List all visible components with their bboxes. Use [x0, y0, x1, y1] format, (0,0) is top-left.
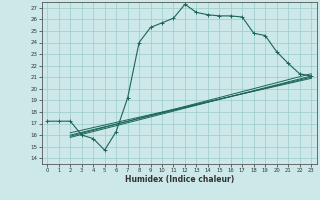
X-axis label: Humidex (Indice chaleur): Humidex (Indice chaleur) [124, 175, 234, 184]
